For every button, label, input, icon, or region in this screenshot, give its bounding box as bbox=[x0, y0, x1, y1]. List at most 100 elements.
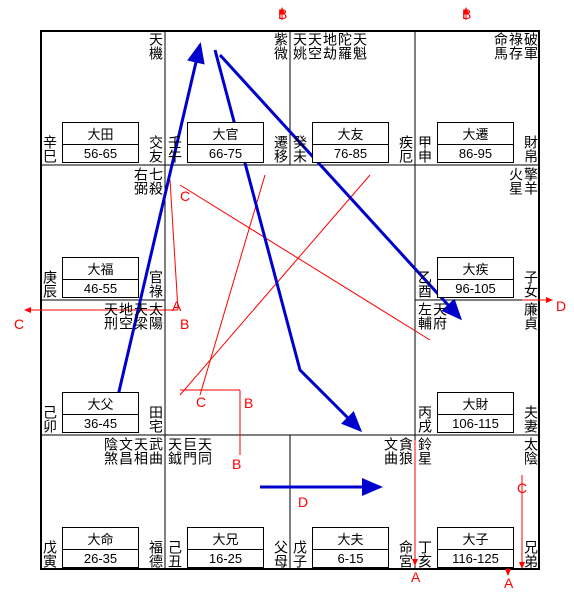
stars-right: 廉貞 bbox=[523, 302, 538, 333]
marker-D: D bbox=[298, 494, 308, 510]
star: 紫微 bbox=[273, 32, 288, 60]
palace-age: 76-85 bbox=[313, 145, 388, 162]
stars-left: 左輔天府 bbox=[417, 302, 447, 333]
palace-name: 大夫 bbox=[313, 528, 388, 550]
palace-label: 疾厄 bbox=[398, 135, 413, 163]
star: 七殺 bbox=[148, 167, 163, 195]
star: 貪狼 bbox=[398, 437, 413, 465]
palace-age: 96-105 bbox=[438, 280, 513, 297]
stars-right: 命馬祿存破軍 bbox=[493, 32, 538, 63]
palace-age: 116-125 bbox=[438, 550, 513, 567]
stars-right: 右弼七殺 bbox=[133, 167, 163, 198]
palace-label: 遷移 bbox=[273, 135, 288, 163]
palace-label: 交友 bbox=[148, 135, 163, 163]
marker-A: A bbox=[172, 298, 181, 314]
palace-name: 大疾 bbox=[438, 258, 513, 280]
stars-left: 天姚天空地劫陀羅天魁 bbox=[292, 32, 367, 63]
star: 火星 bbox=[508, 167, 523, 195]
star: 天空 bbox=[307, 32, 322, 60]
ganzhi: 丁亥 bbox=[417, 540, 432, 568]
palace-甲申: 命馬祿存破軍甲申財帛大遷86-95 bbox=[415, 30, 540, 165]
palace-name: 大子 bbox=[438, 528, 513, 550]
star: 天府 bbox=[432, 302, 447, 330]
ganzhi: 戊寅 bbox=[42, 540, 57, 568]
palace-name: 大遷 bbox=[438, 123, 513, 145]
palace-label: 父母 bbox=[273, 540, 288, 568]
palace-infobox: 大福46-55 bbox=[62, 257, 139, 298]
palace-infobox: 大友76-85 bbox=[312, 122, 389, 163]
star: 文曲 bbox=[383, 437, 398, 465]
star: 命馬 bbox=[493, 32, 508, 60]
palace-name: 大父 bbox=[63, 393, 138, 415]
star: 廉貞 bbox=[523, 302, 538, 330]
marker-C: C bbox=[180, 188, 190, 204]
palace-乙酉: 火星擎羊乙酉 子女大疾96-105 bbox=[415, 165, 540, 300]
palace-name: 大官 bbox=[188, 123, 263, 145]
palace-age: 36-45 bbox=[63, 415, 138, 432]
stars-right: 火星擎羊 bbox=[508, 167, 538, 198]
ganzhi: 戊子 bbox=[292, 540, 307, 568]
palace-label: 命宮 bbox=[398, 540, 413, 568]
marker-A: A bbox=[504, 575, 513, 591]
palace-age: 6-15 bbox=[313, 550, 388, 567]
star: 天鉞 bbox=[167, 437, 182, 465]
star: 天機 bbox=[148, 32, 163, 60]
palace-infobox: 大田56-65 bbox=[62, 122, 139, 163]
palace-age: 106-115 bbox=[438, 415, 513, 432]
palace-age: 86-95 bbox=[438, 145, 513, 162]
marker-B: B bbox=[278, 6, 287, 22]
star: 天梁 bbox=[133, 302, 148, 330]
palace-age: 26-35 bbox=[63, 550, 138, 567]
marker-B: B bbox=[232, 456, 241, 472]
star: 天相 bbox=[133, 437, 148, 465]
palace-丁亥: 太陰 鈴星丁亥 兄弟大子116-125 bbox=[415, 435, 540, 570]
palace-age: 16-25 bbox=[188, 550, 263, 567]
ganzhi: 庚辰 bbox=[42, 270, 57, 298]
palace-丙戌: 廉貞左輔天府丙戌夫妻大財106-115 bbox=[415, 300, 540, 435]
marker-C: C bbox=[14, 316, 24, 332]
star: 文昌 bbox=[118, 437, 133, 465]
star: 太陽 bbox=[148, 302, 163, 330]
ganzhi: 甲申 bbox=[417, 135, 432, 163]
ganzhi: 己丑 bbox=[167, 540, 182, 568]
palace-infobox: 大子116-125 bbox=[437, 527, 514, 568]
star: 右弼 bbox=[133, 167, 148, 195]
palace-辛巳: 天機辛巳 交友大田56-65 bbox=[40, 30, 165, 165]
ganzhi: 癸未 bbox=[292, 135, 307, 163]
ganzhi: 辛巳 bbox=[42, 135, 57, 163]
palace-壬午: 紫微壬午 遷移大官66-75 bbox=[165, 30, 290, 165]
star: 天魁 bbox=[352, 32, 367, 60]
palace-name: 大田 bbox=[63, 123, 138, 145]
ganzhi: 乙酉 bbox=[417, 270, 432, 298]
palace-label: 福德 bbox=[148, 540, 163, 568]
ganzhi: 己卯 bbox=[42, 405, 57, 433]
marker-B: B bbox=[244, 395, 253, 411]
stars-right: 天機 bbox=[148, 32, 163, 63]
star: 擎羊 bbox=[523, 167, 538, 195]
star: 武曲 bbox=[148, 437, 163, 465]
palace-infobox: 大兄16-25 bbox=[187, 527, 264, 568]
palace-name: 大福 bbox=[63, 258, 138, 280]
palace-name: 大友 bbox=[313, 123, 388, 145]
marker-B: B bbox=[180, 316, 189, 332]
star: 太陰 bbox=[523, 437, 538, 465]
marker-A: A bbox=[411, 569, 420, 585]
palace-label: 兄弟 bbox=[523, 540, 538, 568]
star: 鈴星 bbox=[417, 437, 432, 465]
star: 破軍 bbox=[523, 32, 538, 60]
palace-infobox: 大父36-45 bbox=[62, 392, 139, 433]
palace-age: 66-75 bbox=[188, 145, 263, 162]
ziwei-chart: 天機辛巳 交友大田56-65 紫微壬午 遷移大官66-75 天姚天空地劫陀羅天魁癸未 疾厄… bbox=[0, 0, 574, 592]
ganzhi: 壬午 bbox=[167, 135, 182, 163]
stars-right: 紫微 bbox=[273, 32, 288, 63]
star: 天刑 bbox=[103, 302, 118, 330]
palace-癸未: 天姚天空地劫陀羅天魁癸未 疾厄大友76-85 bbox=[290, 30, 415, 165]
star: 陀羅 bbox=[337, 32, 352, 60]
ganzhi: 丙戌 bbox=[417, 405, 432, 433]
palace-己丑: 天鉞巨門天同己丑父母大兄16-25 bbox=[165, 435, 290, 570]
stars-left: 鈴星 bbox=[417, 437, 432, 468]
palace-infobox: 大疾96-105 bbox=[437, 257, 514, 298]
palace-label: 子女 bbox=[523, 270, 538, 298]
palace-庚辰: 右弼七殺庚辰官祿大福46-55 bbox=[40, 165, 165, 300]
stars-right: 陰煞文昌天相武曲 bbox=[103, 437, 163, 468]
